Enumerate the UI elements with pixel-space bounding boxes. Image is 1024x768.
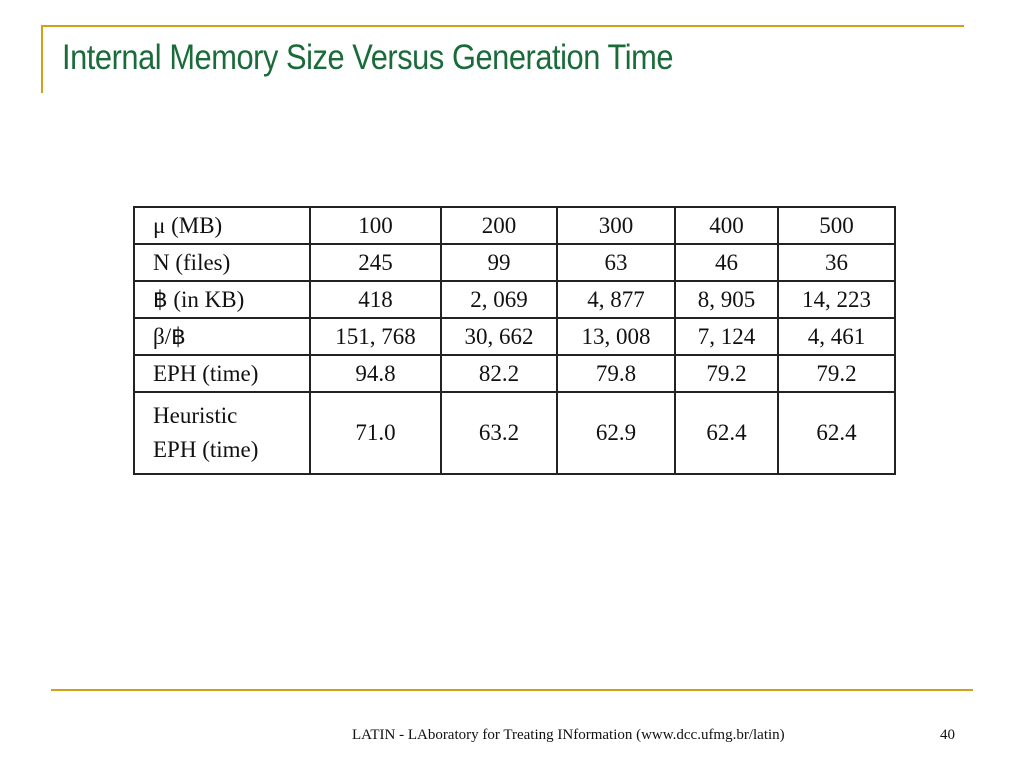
table-cell: 46 [674,243,779,282]
table-row-n-files: N (files) 245 99 63 46 36 [133,243,896,282]
page-number: 40 [940,727,955,743]
table-cell: 200 [440,206,558,245]
table-cell: 79.2 [777,354,896,393]
row-label-eph-time: EPH (time) [133,354,311,393]
title-accent-vertical-rule [41,25,43,93]
footer-rule [51,689,973,691]
table-row-beta-ratio: β/฿ 151, 768 30, 662 13, 008 7, 124 4, 4… [133,317,896,356]
table-cell: 36 [777,243,896,282]
slide-title: Internal Memory Size Versus Generation T… [62,38,674,77]
table-cell: 100 [309,206,442,245]
table-cell: 62.9 [556,391,676,475]
table-row-eph-time: EPH (time) 94.8 82.2 79.8 79.2 79.2 [133,354,896,393]
table-cell: 71.0 [309,391,442,475]
table-row-heuristic-eph: Heuristic EPH (time) 71.0 63.2 62.9 62.4… [133,391,896,475]
table-cell: 4, 461 [777,317,896,356]
row-label-mu: μ (MB) [133,206,311,245]
table-cell: 8, 905 [674,280,779,319]
table-row-baht-kb: ฿ (in KB) 418 2, 069 4, 877 8, 905 14, 2… [133,280,896,319]
table-cell: 62.4 [674,391,779,475]
row-label-beta-ratio: β/฿ [133,317,311,356]
table-cell: 79.2 [674,354,779,393]
memory-vs-time-table: μ (MB) 100 200 300 400 500 N (files) 245… [133,206,896,475]
table-cell: 14, 223 [777,280,896,319]
row-label-line: Heuristic [153,403,238,428]
row-label-baht-kb: ฿ (in KB) [133,280,311,319]
table-cell: 79.8 [556,354,676,393]
table-cell: 82.2 [440,354,558,393]
footer-text: LATIN - LAboratory for Treating INformat… [352,727,785,743]
table-cell: 245 [309,243,442,282]
table-cell: 62.4 [777,391,896,475]
table-cell: 151, 768 [309,317,442,356]
table-cell: 30, 662 [440,317,558,356]
table-cell: 63 [556,243,676,282]
table-cell: 63.2 [440,391,558,475]
row-label-n-files: N (files) [133,243,311,282]
table-cell: 4, 877 [556,280,676,319]
row-label-heuristic-eph: Heuristic EPH (time) [133,391,311,475]
title-accent-horizontal-rule [41,25,964,27]
row-label-line: EPH (time) [153,437,259,462]
table-cell: 94.8 [309,354,442,393]
table-cell: 300 [556,206,676,245]
table-cell: 500 [777,206,896,245]
table-cell: 99 [440,243,558,282]
table-cell: 13, 008 [556,317,676,356]
table-row-mu: μ (MB) 100 200 300 400 500 [133,206,896,245]
table-cell: 7, 124 [674,317,779,356]
table-cell: 400 [674,206,779,245]
table-cell: 2, 069 [440,280,558,319]
table-cell: 418 [309,280,442,319]
